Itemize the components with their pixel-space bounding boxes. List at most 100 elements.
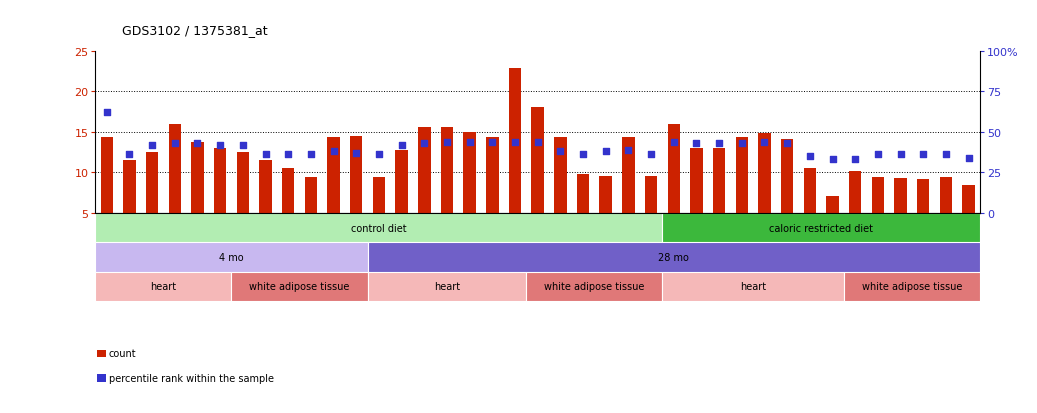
Point	[574, 152, 591, 159]
Text: heart: heart	[433, 282, 460, 292]
Bar	[894, 178, 906, 213]
Bar	[940, 178, 952, 213]
Bar	[712, 149, 725, 213]
Point	[597, 149, 614, 155]
Bar	[395, 150, 408, 213]
Bar	[367, 243, 980, 272]
Point	[348, 150, 365, 157]
Point	[280, 152, 297, 159]
Bar	[872, 178, 885, 213]
Point	[257, 152, 274, 159]
Point	[529, 139, 545, 145]
Bar	[668, 124, 680, 213]
Bar	[282, 169, 295, 213]
Point	[892, 152, 908, 159]
Point	[189, 140, 205, 147]
Bar	[527, 272, 663, 301]
Point	[370, 152, 387, 159]
Bar	[599, 177, 612, 213]
Text: caloric restricted diet: caloric restricted diet	[769, 223, 873, 233]
Bar	[259, 161, 272, 213]
Point	[212, 142, 228, 149]
Bar	[214, 149, 226, 213]
Bar	[191, 142, 203, 213]
Bar	[367, 272, 527, 301]
Bar	[645, 177, 657, 213]
Bar	[95, 272, 231, 301]
Point	[960, 155, 977, 161]
Bar	[95, 213, 663, 243]
Point	[802, 153, 818, 160]
Bar	[804, 169, 816, 213]
Bar	[236, 153, 249, 213]
Bar	[849, 171, 862, 213]
Point	[779, 140, 795, 147]
Text: 28 mo: 28 mo	[658, 252, 690, 262]
Bar	[509, 69, 522, 213]
Point	[507, 139, 524, 145]
Bar	[844, 272, 980, 301]
Point	[620, 147, 637, 154]
Point	[915, 152, 931, 159]
Point	[461, 139, 478, 145]
Bar	[735, 138, 748, 213]
Bar	[169, 124, 181, 213]
Point	[439, 139, 455, 145]
Bar	[758, 134, 770, 213]
Bar	[554, 137, 566, 213]
Point	[870, 152, 887, 159]
Bar	[231, 272, 367, 301]
Bar	[464, 133, 476, 213]
Point	[710, 140, 727, 147]
Bar	[781, 140, 793, 213]
Point	[756, 139, 773, 145]
Point	[824, 157, 841, 163]
Bar	[577, 175, 589, 213]
Point	[937, 152, 954, 159]
Bar	[917, 179, 929, 213]
Bar	[826, 196, 839, 213]
Bar	[663, 213, 980, 243]
Bar	[663, 272, 844, 301]
Point	[326, 149, 342, 155]
Bar	[123, 161, 136, 213]
Point	[689, 140, 705, 147]
Bar	[441, 128, 453, 213]
Bar	[531, 108, 544, 213]
Point	[303, 152, 319, 159]
Point	[733, 140, 750, 147]
Point	[416, 140, 432, 147]
Point	[484, 139, 501, 145]
Bar	[486, 138, 499, 213]
Bar	[372, 178, 385, 213]
Bar	[146, 153, 159, 213]
Text: heart: heart	[150, 282, 176, 292]
Text: GDS3102 / 1375381_at: GDS3102 / 1375381_at	[122, 24, 268, 37]
Point	[393, 142, 410, 149]
Text: percentile rank within the sample: percentile rank within the sample	[109, 373, 274, 383]
Bar	[101, 137, 113, 213]
Text: 4 mo: 4 mo	[219, 252, 244, 262]
Point	[552, 149, 568, 155]
Text: control diet: control diet	[352, 223, 407, 233]
Bar	[622, 138, 635, 213]
Point	[99, 110, 115, 116]
Point	[666, 139, 682, 145]
Bar	[95, 243, 367, 272]
Text: heart: heart	[740, 282, 766, 292]
Bar	[962, 186, 975, 213]
Bar	[351, 137, 363, 213]
Bar	[305, 178, 317, 213]
Text: white adipose tissue: white adipose tissue	[249, 282, 349, 292]
Point	[643, 152, 660, 159]
Point	[167, 140, 184, 147]
Bar	[418, 128, 430, 213]
Point	[847, 157, 864, 163]
Point	[144, 142, 161, 149]
Text: count: count	[109, 349, 137, 358]
Text: white adipose tissue: white adipose tissue	[544, 282, 645, 292]
Point	[121, 152, 138, 159]
Bar	[691, 149, 703, 213]
Text: white adipose tissue: white adipose tissue	[862, 282, 962, 292]
Bar	[328, 138, 340, 213]
